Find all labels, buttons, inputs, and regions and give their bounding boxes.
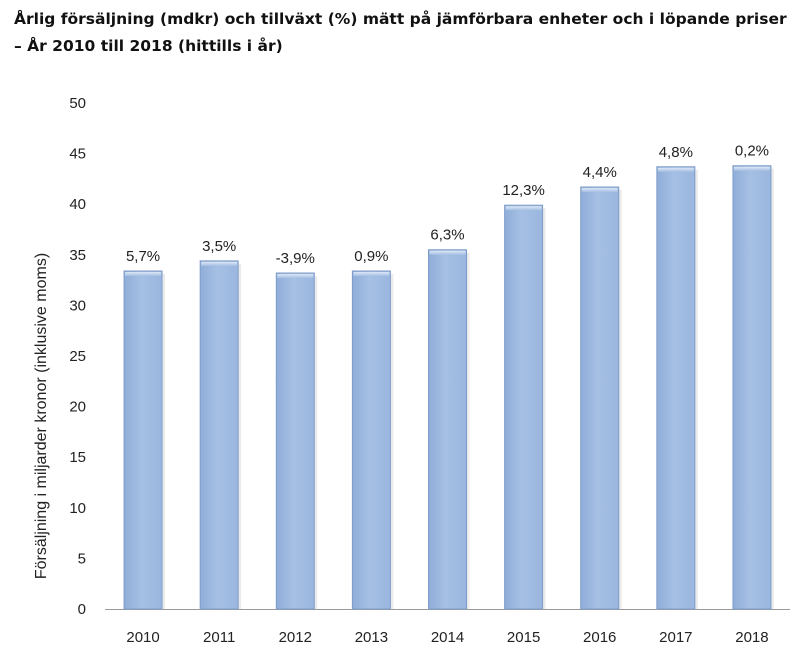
x-tick-label: 2012 <box>279 629 312 646</box>
data-label: 4,4% <box>583 164 617 181</box>
y-tick-label: 15 <box>69 449 86 466</box>
bar-cap <box>429 250 466 255</box>
y-tick-label: 25 <box>69 348 86 365</box>
y-tick-label: 20 <box>69 399 86 416</box>
x-tick-label: 2011 <box>203 629 235 646</box>
chart-subtitle: – År 2010 till 2018 (hittills i år) <box>14 37 283 55</box>
bar <box>351 270 391 610</box>
x-tick-label: 2017 <box>659 629 692 646</box>
x-tick-label: 2018 <box>735 629 768 646</box>
bars-group <box>123 165 774 610</box>
bar <box>275 272 315 610</box>
x-tick-label: 2015 <box>507 629 540 646</box>
y-tick-label: 35 <box>69 247 86 264</box>
data-labels-group: 5,7% 3,5% -3,9% 0,9% 6,3% 12,3% 4,4% 4,8% 0,2% <box>126 143 769 267</box>
bar-cap <box>125 271 162 276</box>
bar-cap <box>657 167 694 172</box>
y-tick-label: 0 <box>78 601 86 618</box>
bar <box>580 186 620 610</box>
x-tick-label: 2014 <box>431 629 464 646</box>
x-ticks-group: 2010 2011 2012 2013 2014 2015 2016 2017 2018 <box>126 629 768 646</box>
bar <box>504 204 544 610</box>
y-ticks-group: 0 5 10 15 20 25 30 35 40 45 50 <box>69 95 790 618</box>
bar <box>199 260 239 610</box>
y-axis-title: Försäljning i miljarder kronor (inklusiv… <box>33 253 50 579</box>
x-tick-label: 2013 <box>355 629 388 646</box>
y-tick-label: 45 <box>69 146 86 163</box>
bar-cap <box>505 206 542 211</box>
bar-cap <box>581 187 618 192</box>
y-tick-label: 30 <box>69 297 86 314</box>
data-label: -3,9% <box>276 250 315 267</box>
bar-cap <box>733 166 770 171</box>
bar-cap <box>201 261 238 266</box>
y-tick-label: 50 <box>69 95 86 112</box>
data-label: 5,7% <box>126 248 160 265</box>
data-label: 4,8% <box>659 144 693 161</box>
bar <box>123 270 163 610</box>
bar <box>428 249 467 610</box>
data-label: 0,9% <box>354 248 388 265</box>
bar-cap <box>277 274 314 279</box>
data-label: 6,3% <box>430 227 464 244</box>
y-axis-title-group: Försäljning i miljarder kronor (inklusiv… <box>33 253 50 579</box>
bar-cap <box>353 271 390 276</box>
y-tick-label: 10 <box>69 500 86 517</box>
chart-title: Årlig försäljning (mdkr) och tillväxt (%… <box>14 10 787 28</box>
data-label: 0,2% <box>735 143 769 160</box>
x-tick-label: 2016 <box>583 629 616 646</box>
data-label: 3,5% <box>202 238 236 255</box>
chart-title-block: Årlig försäljning (mdkr) och tillväxt (%… <box>14 6 794 60</box>
x-tick-label: 2010 <box>126 629 159 646</box>
bar <box>732 165 772 610</box>
data-label: 12,3% <box>502 182 545 199</box>
y-tick-label: 40 <box>69 196 86 213</box>
y-tick-label: 5 <box>78 550 86 567</box>
bar <box>656 166 696 610</box>
